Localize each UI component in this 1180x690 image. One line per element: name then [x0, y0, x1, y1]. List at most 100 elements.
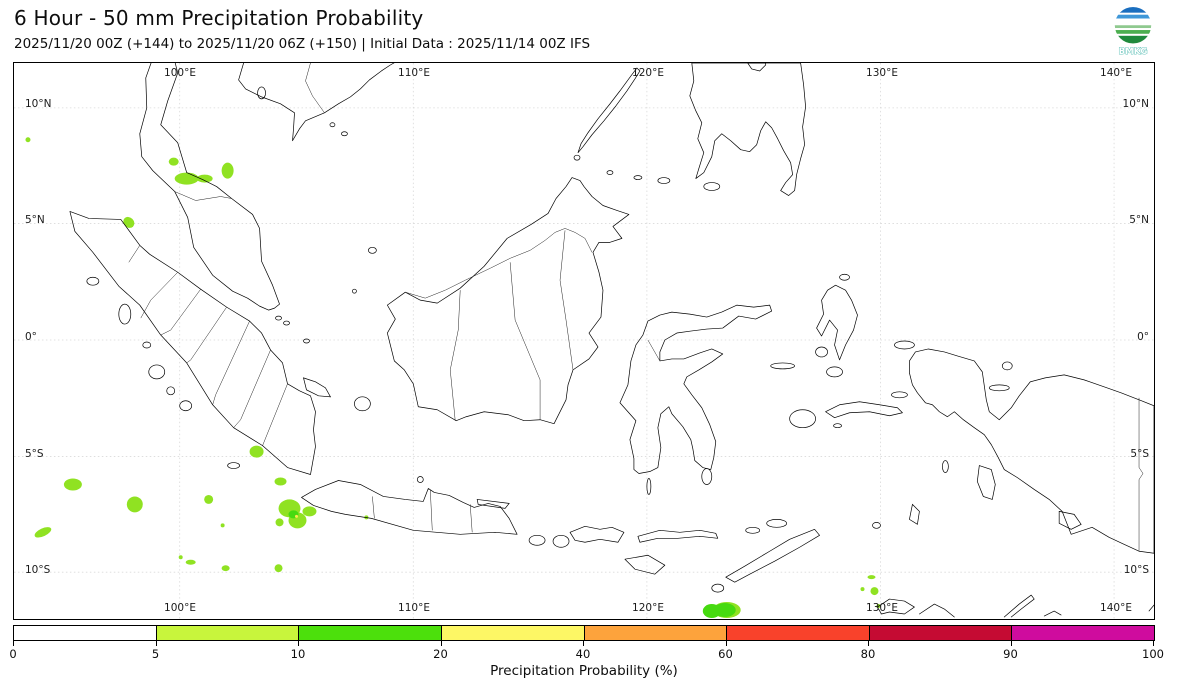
island-selayar [646, 478, 652, 495]
island-riau [283, 320, 290, 326]
island-sipora [166, 386, 176, 396]
lon-label-top: 100°E [164, 67, 196, 79]
precip-patch-20-40 [295, 514, 299, 518]
border-java-province [430, 489, 433, 531]
coastline-png-corner [1148, 604, 1154, 612]
precip-patch-5-10 [126, 496, 143, 513]
border-java-province [372, 496, 375, 519]
island-biak [1001, 361, 1013, 371]
lon-label-bottom: 130°E [866, 602, 898, 614]
lat-label-left: 10°S [25, 564, 51, 576]
island-tanimbar [909, 503, 920, 525]
precip-patch-5-10 [860, 587, 865, 592]
precip-patch-5-10 [25, 137, 31, 143]
island-pagai [179, 400, 193, 412]
colorbar-segment-40-60 [584, 626, 728, 640]
border-sulawesi-province [647, 339, 661, 362]
lon-label-bottom: 120°E [632, 602, 664, 614]
border-sumatra-province [160, 289, 201, 336]
island-misool [891, 391, 908, 399]
precip-patch-5-10 [34, 527, 52, 538]
island-jolo [657, 177, 671, 184]
colorbar-tick-label: 100 [1142, 647, 1164, 661]
colorbar-ticks: 0 5 10 20 40 60 80 90 100 [9, 641, 1164, 663]
coastline-seram [825, 401, 903, 419]
island-basilan [703, 182, 721, 191]
border-sumatra-province [140, 272, 178, 319]
island-sulu-chain [633, 175, 643, 180]
coastline-sumatra [69, 211, 316, 475]
coastline-timor [725, 528, 820, 583]
island-balabac [573, 154, 581, 161]
precip-patch-5-10 [204, 494, 214, 504]
admin-borders-layer [128, 63, 1144, 552]
precip-patch-5-10 [178, 555, 183, 560]
precip-patch-5-10 [867, 575, 876, 580]
colorbar-tick-mark [440, 641, 442, 646]
border-kalimantan-province [509, 262, 541, 420]
island-lombok [552, 534, 570, 548]
colorbar-segment-5-10 [156, 626, 300, 640]
border-kalimantan-province [559, 230, 574, 370]
colorbar-segment-90-100 [1012, 626, 1154, 640]
island-sulu-chain [606, 170, 614, 175]
colorbar-tick-mark [298, 641, 299, 646]
island-sula [770, 362, 795, 370]
island-buru [789, 409, 816, 429]
colorbar-segment-10-20 [299, 626, 442, 640]
lat-label-left: 5°S [25, 448, 44, 460]
precip-patch-5-10 [221, 162, 234, 179]
precip-patch-5-10 [168, 157, 179, 166]
precip-patch-5-10 [870, 587, 879, 596]
precip-patch-10-20 [713, 603, 736, 618]
border-sumatra-province [262, 383, 288, 446]
coastline-borneo [386, 177, 630, 425]
lat-label-left: 0° [25, 331, 37, 343]
bmkg-logo-text: BMKG [1119, 47, 1148, 57]
colorbar-tick-label: 0 [9, 647, 17, 661]
precip-patch-5-10 [123, 216, 135, 228]
coastlines-layer [69, 63, 1154, 618]
lon-label-top: 110°E [398, 67, 430, 79]
island-simeulue [86, 276, 100, 286]
precip-patch-5-10 [221, 565, 230, 572]
colorbar-caption: Precipitation Probability (%) [490, 663, 678, 679]
colorbar [13, 625, 1155, 641]
lon-label-top: 140°E [1100, 67, 1132, 79]
island-lingga [303, 338, 310, 344]
island-aru [976, 465, 996, 500]
island-babar [872, 521, 881, 529]
island-rote [711, 583, 725, 593]
island-belitung [354, 396, 371, 412]
colorbar-tick-label: 60 [718, 647, 733, 661]
lat-label-left: 10°N [25, 98, 52, 110]
colorbar-tick-mark [155, 641, 157, 646]
islet [341, 131, 348, 137]
coastline-mindanao [689, 63, 806, 196]
lat-label-right: 0° [1137, 331, 1149, 343]
lon-label-bottom: 100°E [164, 602, 196, 614]
border-indonesia-png [1138, 397, 1144, 552]
precip-patch-5-10 [185, 559, 196, 565]
colorbar-tick-label: 80 [860, 647, 876, 661]
coastline-australia [919, 603, 955, 618]
colorbar-segment-0-5 [14, 626, 157, 640]
island-dolak [1058, 510, 1082, 530]
coastline-arnhem [1043, 610, 1062, 617]
island-bawean [416, 476, 424, 483]
border-malaysia-indonesia-borneo [405, 228, 593, 299]
island-bangka [302, 377, 332, 398]
precip-patch-5-10 [63, 478, 82, 491]
lon-label-bottom: 140°E [1100, 602, 1132, 614]
lat-label-left: 5°N [25, 214, 45, 226]
island-ambon [833, 423, 842, 429]
island-phu-quoc [257, 86, 266, 100]
precip-patch-5-10 [196, 174, 213, 183]
border-sumatra-province [212, 320, 250, 405]
page-subtitle: 2025/11/20 00Z (+144) to 2025/11/20 06Z … [14, 36, 591, 52]
precip-patch-5-10 [274, 564, 283, 573]
coastline-sumbawa [569, 525, 625, 543]
island-yapen [988, 384, 1010, 392]
island-wetar [766, 519, 787, 528]
